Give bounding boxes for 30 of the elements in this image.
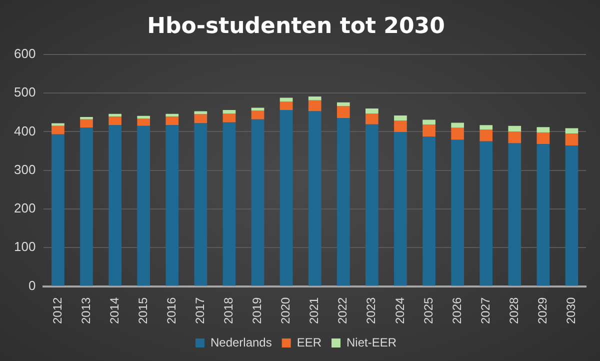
- y-tick-label: 500: [14, 84, 36, 100]
- x-tick-label: 2024: [392, 296, 407, 324]
- x-tick-label: 2022: [336, 296, 350, 324]
- y-tick-label: 600: [14, 46, 36, 61]
- x-tick-label: 2026: [450, 296, 464, 324]
- x-tick-label: 2014: [107, 296, 122, 324]
- x-tick-label: 2018: [222, 296, 236, 324]
- y-tick-label: 0: [28, 278, 36, 293]
- x-tick-label: 2020: [278, 296, 293, 324]
- x-tick-label: 2019: [250, 296, 264, 324]
- legend-label: Niet-EER: [346, 335, 397, 350]
- x-tick-label: 2025: [421, 296, 436, 324]
- x-tick-label: 2030: [564, 296, 578, 324]
- x-tick-label: 2027: [478, 296, 492, 324]
- x-tick-label: 2013: [78, 296, 93, 324]
- x-tick-label: 2017: [192, 296, 207, 324]
- y-tick-label: 400: [14, 123, 36, 138]
- y-tick-label: 200: [14, 200, 36, 216]
- y-tick-label: 100: [14, 239, 36, 254]
- y-tick-label: 300: [14, 162, 36, 177]
- x-tick-label: 2015: [136, 296, 150, 324]
- x-tick-label: 2012: [50, 296, 64, 324]
- x-tick-label: 2021: [307, 296, 322, 324]
- x-tick-label: 2016: [164, 296, 178, 324]
- chart-title: Hbo-studenten tot 2030: [147, 14, 445, 39]
- x-tick-label: 2023: [364, 296, 378, 324]
- x-tick-label: 2028: [506, 296, 521, 324]
- legend-label: Nederlands: [210, 335, 272, 350]
- x-tick-label: 2029: [536, 296, 550, 324]
- legend-label: EER: [296, 335, 322, 350]
